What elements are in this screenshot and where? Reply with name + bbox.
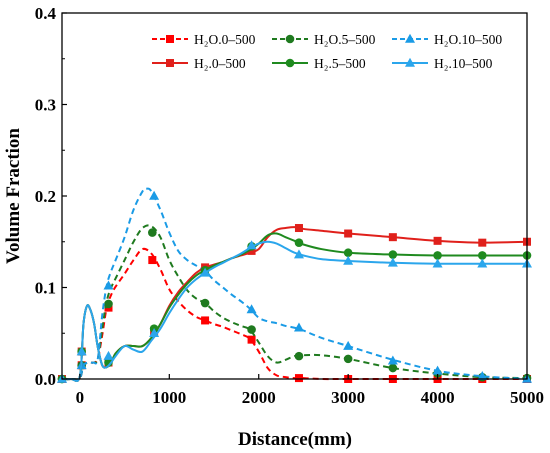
data-point bbox=[148, 256, 157, 265]
x-tick-label: 2000 bbox=[242, 388, 276, 407]
data-point bbox=[294, 224, 303, 233]
y-tick-label: 0.3 bbox=[35, 96, 56, 115]
y-tick-label: 0.4 bbox=[35, 4, 57, 23]
data-point bbox=[104, 299, 113, 309]
y-axis-title: Volume Fraction bbox=[3, 128, 24, 264]
data-point bbox=[201, 316, 210, 325]
data-point bbox=[294, 374, 303, 383]
data-point bbox=[149, 328, 160, 338]
data-point bbox=[343, 340, 354, 350]
y-tick-label: 0.2 bbox=[35, 187, 56, 206]
series-6 bbox=[57, 240, 532, 383]
data-point bbox=[148, 228, 157, 237]
x-tick-label: 4000 bbox=[421, 388, 455, 407]
data-point bbox=[477, 258, 488, 268]
legend-label: H₂.5–500 bbox=[314, 56, 366, 71]
data-point bbox=[477, 251, 487, 260]
legend-label: H₂.0–500 bbox=[194, 56, 246, 71]
legend-marker bbox=[285, 58, 295, 68]
data-point bbox=[432, 365, 443, 375]
legend-marker bbox=[405, 57, 415, 67]
data-point bbox=[433, 236, 442, 245]
data-point bbox=[388, 363, 398, 373]
data-point bbox=[343, 354, 353, 364]
legend-marker bbox=[166, 59, 174, 67]
data-point bbox=[432, 258, 443, 268]
legend-label: H₂.10–500 bbox=[434, 56, 493, 71]
legend-item: H₂.10–500 bbox=[392, 56, 493, 71]
legend-marker bbox=[405, 33, 415, 43]
y-tick-label: 0.1 bbox=[35, 279, 56, 298]
x-tick-label: 0 bbox=[76, 388, 85, 407]
data-point bbox=[478, 238, 487, 247]
y-tick-label: 0.0 bbox=[35, 370, 56, 389]
legend-marker bbox=[285, 34, 295, 44]
data-point bbox=[477, 371, 488, 381]
data-point bbox=[247, 325, 256, 334]
data-point bbox=[343, 255, 354, 265]
data-point bbox=[387, 355, 398, 365]
data-point bbox=[76, 346, 87, 356]
x-tick-label: 1000 bbox=[152, 388, 186, 407]
legend-label: H₂O.0–500 bbox=[194, 32, 256, 47]
data-point bbox=[200, 267, 211, 277]
legend-marker bbox=[166, 35, 174, 43]
legend: H₂O.0–500 H₂O.5–500 H₂O.10–500 H₂.0–500 H₂.5… bbox=[152, 32, 502, 71]
legend-item: H₂.0–500 bbox=[152, 56, 246, 71]
data-point bbox=[293, 322, 304, 332]
axes-layer: 0 1000 2000 3000 4000 5000 0.0 0.1 0.2 0.3 0.4 bbox=[35, 4, 544, 407]
x-tick-label: 3000 bbox=[331, 388, 365, 407]
legend-label: H₂O.10–500 bbox=[434, 32, 502, 47]
data-point bbox=[149, 190, 160, 200]
data-point bbox=[388, 250, 398, 259]
data-point bbox=[246, 304, 257, 314]
data-point bbox=[343, 248, 353, 258]
data-point bbox=[103, 350, 114, 360]
legend-item: H₂O.5–500 bbox=[272, 32, 376, 47]
legend-item: H₂O.0–500 bbox=[152, 32, 256, 47]
data-point bbox=[247, 335, 256, 344]
data-point bbox=[200, 298, 210, 308]
data-point bbox=[294, 238, 304, 247]
legend-item: H₂O.10–500 bbox=[392, 32, 502, 47]
x-tick-label: 5000 bbox=[510, 388, 544, 407]
data-point bbox=[388, 233, 397, 242]
data-point bbox=[247, 246, 256, 255]
data-point bbox=[246, 240, 257, 250]
data-point bbox=[293, 249, 304, 259]
data-point bbox=[344, 229, 353, 238]
data-point bbox=[387, 257, 398, 267]
data-point bbox=[294, 351, 304, 361]
series-layer bbox=[57, 187, 532, 384]
legend-item: H₂.5–500 bbox=[272, 56, 366, 71]
data-point bbox=[103, 280, 114, 290]
data-point bbox=[433, 251, 442, 260]
x-axis-title: Distance(mm) bbox=[238, 429, 352, 450]
legend-label: H₂O.5–500 bbox=[314, 32, 376, 47]
